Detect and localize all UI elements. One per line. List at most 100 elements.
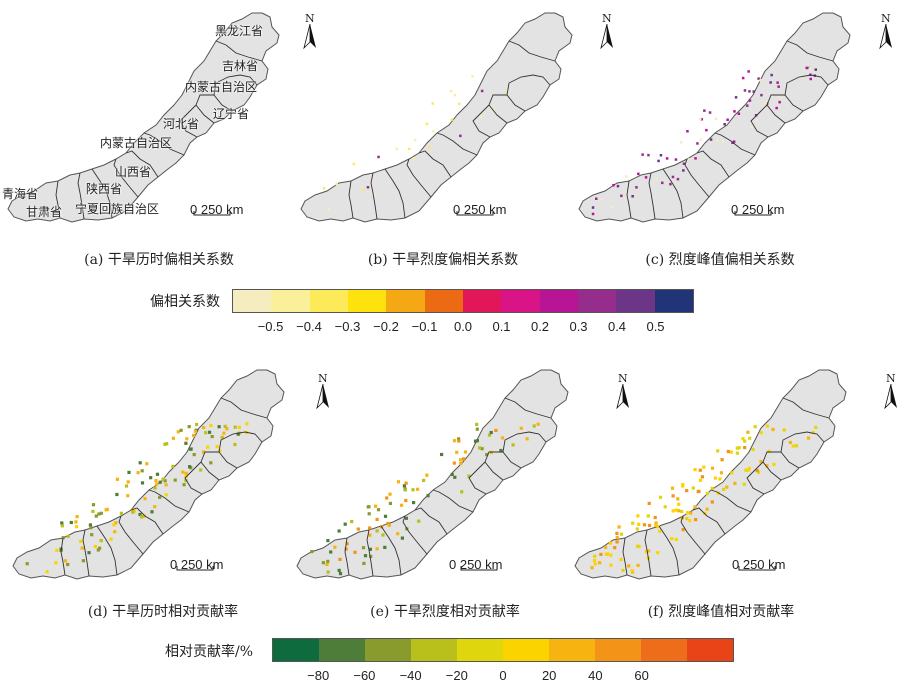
- value-pixel: [74, 520, 78, 524]
- value-pixel: [653, 515, 657, 520]
- province-border: [113, 158, 139, 198]
- province-border: [77, 172, 85, 220]
- province-border: [215, 40, 263, 62]
- value-pixel: [206, 445, 210, 449]
- value-pixel: [592, 559, 597, 563]
- value-pixel: [700, 118, 703, 121]
- value-pixel: [814, 425, 818, 429]
- value-pixel: [467, 474, 471, 478]
- value-pixel: [176, 430, 180, 434]
- north-label: N: [881, 12, 891, 25]
- value-pixel: [363, 554, 368, 558]
- value-pixel: [590, 566, 594, 570]
- value-pixel: [69, 520, 73, 525]
- value-pixel: [131, 510, 135, 514]
- value-pixel: [356, 527, 360, 531]
- value-pixel: [806, 436, 811, 440]
- value-pixel: [450, 472, 454, 476]
- value-pixel: [412, 157, 416, 160]
- value-pixel: [636, 544, 640, 548]
- province-border: [746, 461, 765, 495]
- province-border: [692, 507, 726, 535]
- value-pixel: [674, 508, 678, 512]
- value-pixel: [452, 461, 456, 465]
- north-arrow-icon: N: [876, 12, 896, 50]
- value-pixel: [742, 482, 746, 486]
- legend-tick-label: −0.3: [334, 319, 361, 334]
- value-pixel: [89, 526, 93, 530]
- value-pixel: [505, 91, 508, 94]
- value-pixel: [519, 426, 523, 430]
- value-pixel: [710, 500, 714, 504]
- label-liaoning: 辽宁省: [213, 107, 250, 121]
- value-pixel: [383, 545, 387, 549]
- value-pixel: [326, 539, 330, 543]
- value-pixel: [471, 75, 474, 78]
- value-pixel: [741, 76, 745, 80]
- value-pixel: [744, 468, 748, 472]
- value-pixel: [404, 481, 408, 485]
- value-pixel: [485, 453, 489, 457]
- legend-tick-label: −20: [445, 668, 468, 683]
- value-pixel: [722, 487, 726, 491]
- value-pixel: [741, 437, 745, 441]
- value-pixel: [373, 193, 376, 196]
- value-pixel: [700, 475, 704, 479]
- province-border: [213, 74, 258, 112]
- region-outline: [7, 12, 280, 223]
- value-pixel: [187, 425, 191, 429]
- label-neimenggu-west: 内蒙古自治区: [100, 136, 173, 150]
- value-pixel: [60, 524, 64, 528]
- value-pixel: [743, 446, 747, 450]
- province-border: [380, 525, 402, 576]
- value-pixel: [459, 134, 462, 138]
- value-pixel: [138, 512, 142, 517]
- value-pixel: [735, 451, 739, 455]
- province-border: [680, 515, 706, 555]
- value-pixel: [193, 429, 197, 433]
- legend-swatch: [424, 290, 463, 312]
- province-border: [786, 40, 834, 62]
- map-b: [300, 12, 573, 223]
- value-pixel: [750, 126, 753, 129]
- value-pixel: [124, 484, 129, 488]
- value-pixel: [536, 422, 540, 426]
- legend-swatch: [347, 290, 387, 312]
- value-pixel: [225, 427, 229, 431]
- province-border: [96, 525, 118, 576]
- value-pixel: [63, 559, 67, 563]
- value-pixel: [499, 448, 503, 453]
- value-pixel: [764, 102, 767, 105]
- value-pixel: [699, 117, 702, 121]
- value-pixel: [383, 514, 388, 518]
- legend-swatch: [539, 290, 578, 312]
- value-pixel: [776, 81, 779, 84]
- value-pixel: [75, 525, 79, 529]
- value-pixel: [322, 187, 326, 190]
- value-pixel: [671, 175, 675, 179]
- value-pixel: [767, 449, 771, 453]
- value-pixel: [593, 554, 597, 558]
- value-pixel: [374, 504, 378, 508]
- value-pixel: [140, 481, 145, 485]
- value-pixel: [453, 93, 457, 97]
- value-pixel: [661, 181, 664, 185]
- province-border: [60, 537, 66, 576]
- value-pixel: [630, 569, 634, 573]
- value-pixel: [532, 424, 536, 428]
- value-pixel: [647, 549, 651, 553]
- value-pixel: [413, 138, 417, 142]
- value-pixel: [417, 519, 421, 523]
- north-label: N: [305, 12, 315, 25]
- value-pixel: [612, 184, 615, 187]
- scale-bar-line: [176, 566, 214, 571]
- value-pixel: [164, 483, 168, 487]
- value-pixel: [407, 147, 411, 151]
- value-pixel: [646, 514, 650, 518]
- value-pixel: [759, 431, 763, 435]
- value-pixel: [748, 436, 752, 440]
- value-pixel: [209, 423, 213, 428]
- value-pixel: [714, 117, 718, 120]
- value-pixel: [723, 123, 726, 126]
- province-border: [506, 74, 551, 112]
